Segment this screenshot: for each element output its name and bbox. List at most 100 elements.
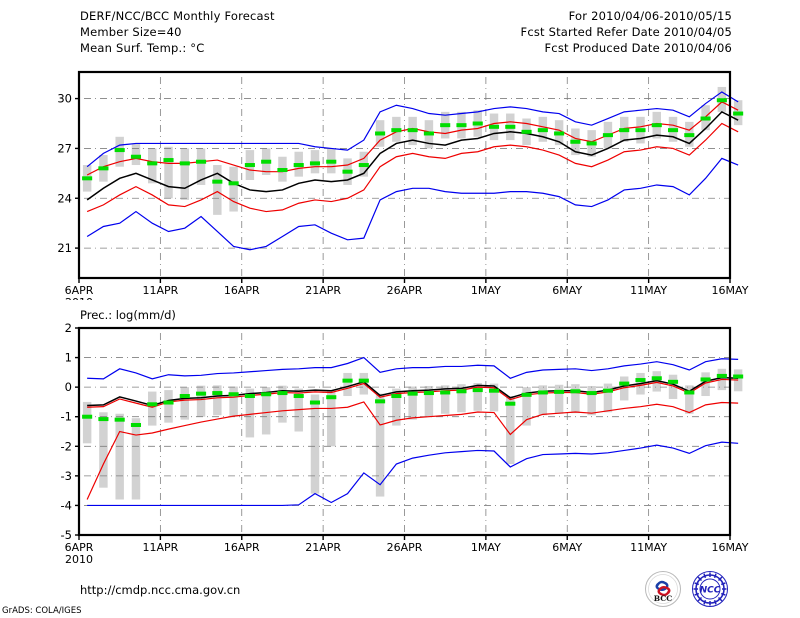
y-tick-label: 2 (65, 321, 72, 335)
observation-dash (277, 391, 288, 396)
observation-dash (261, 392, 272, 397)
observation-dash (554, 389, 565, 394)
x-tick-label: 6MAY (552, 541, 582, 554)
series-line (86, 122, 739, 213)
observation-dash (684, 390, 695, 395)
x-tick-label: 1MAY (471, 541, 501, 554)
range-bar (506, 396, 515, 465)
svg-text:BCC: BCC (654, 594, 672, 603)
range-bar (213, 385, 222, 416)
range-bar (522, 387, 531, 426)
x-axis-year-label: 2010 (65, 296, 93, 300)
observation-dash (570, 139, 581, 144)
range-bar (619, 376, 629, 401)
member-size-label: Member Size=40 (80, 25, 182, 39)
website-url[interactable]: http://cmdp.ncc.cma.gov.cn (80, 583, 241, 597)
observation-dash (521, 392, 532, 397)
observation-dash (554, 131, 565, 136)
observation-dash (147, 402, 158, 407)
observation-dash (358, 378, 369, 383)
y-tick-label: 30 (57, 92, 72, 106)
range-bar (424, 385, 434, 417)
series-line (87, 356, 739, 380)
y-tick-label: 1 (65, 351, 72, 365)
range-bar (440, 385, 450, 414)
range-bar (343, 372, 352, 397)
x-tick-label: 21APR (305, 284, 341, 297)
observation-dash (179, 394, 190, 399)
range-bar (310, 394, 320, 494)
observation-dash (212, 179, 223, 184)
range-bar (180, 148, 190, 200)
series-line (87, 376, 739, 407)
range-bar (668, 374, 678, 399)
series-line (86, 91, 739, 168)
observation-dash (277, 168, 288, 173)
observation-dash (98, 166, 109, 171)
observation-dash (505, 124, 516, 129)
y-tick-label: -1 (61, 410, 72, 424)
range-bar (180, 387, 190, 420)
series-line (87, 441, 739, 507)
y-tick-label: 24 (57, 191, 72, 205)
observation-dash (602, 133, 613, 138)
observation-dash (716, 373, 727, 378)
observation-dash (326, 159, 337, 164)
range-bar (538, 385, 548, 416)
observation-dash (342, 378, 353, 383)
bcc-logo: BCC (645, 571, 681, 607)
observation-dash (537, 390, 548, 395)
observation-dash (570, 389, 581, 394)
observation-dash (586, 391, 597, 396)
observation-dash (651, 376, 662, 381)
observation-dash (505, 401, 516, 406)
range-bar (261, 387, 271, 435)
observation-dash (733, 374, 744, 379)
observation-dash (82, 176, 93, 181)
precipitation-panel-label: Prec.: log(mm/d) (80, 308, 176, 322)
range-bar (473, 383, 482, 411)
observation-dashes (82, 373, 744, 427)
observation-dash (586, 141, 597, 146)
observation-dash (733, 111, 744, 116)
x-tick-label: 6APR (65, 541, 94, 554)
x-tick-label: 11MAY (630, 541, 667, 554)
y-tick-label: 0 (65, 380, 72, 394)
x-tick-label: 11APR (142, 541, 178, 554)
observation-dash (98, 417, 109, 422)
grads-attribution: GrADS: COLA/IGES (2, 606, 82, 616)
observation-dash (244, 163, 255, 168)
observation-dash (391, 128, 402, 133)
y-tick-label: -4 (61, 498, 72, 512)
observation-dash (423, 131, 434, 136)
observation-dash (423, 391, 434, 396)
observation-dash (130, 422, 142, 427)
range-bar (278, 385, 287, 423)
range-bar (229, 166, 238, 212)
x-tick-label: 6MAY (552, 284, 582, 297)
observation-dash (472, 121, 483, 126)
observation-dash (684, 133, 695, 138)
observation-dash (163, 400, 174, 405)
range-bars (82, 86, 743, 215)
range-bar (701, 372, 710, 397)
observation-dash (407, 391, 418, 396)
observation-dash (700, 377, 711, 382)
observation-dash (667, 128, 679, 133)
observation-dash (537, 128, 548, 133)
grid-lines (79, 328, 730, 535)
observation-dash (293, 394, 304, 399)
observation-dashes (82, 98, 744, 186)
range-bar (685, 385, 694, 414)
temperature-chart: 21 24 27 30 6APR 11APR 16APR 21APR 26APR 1MAY 6MAY… (57, 70, 749, 300)
range-bar (82, 401, 92, 444)
range-bar (408, 386, 417, 420)
x-axis-year-label: 2010 (65, 553, 93, 566)
x-tick-label: 26APR (387, 541, 423, 554)
observation-dash (440, 390, 451, 395)
x-tick-label: 21APR (305, 541, 341, 554)
x-tick-label: 11APR (142, 284, 178, 297)
observation-dash (407, 128, 418, 133)
range-bar (99, 412, 108, 488)
